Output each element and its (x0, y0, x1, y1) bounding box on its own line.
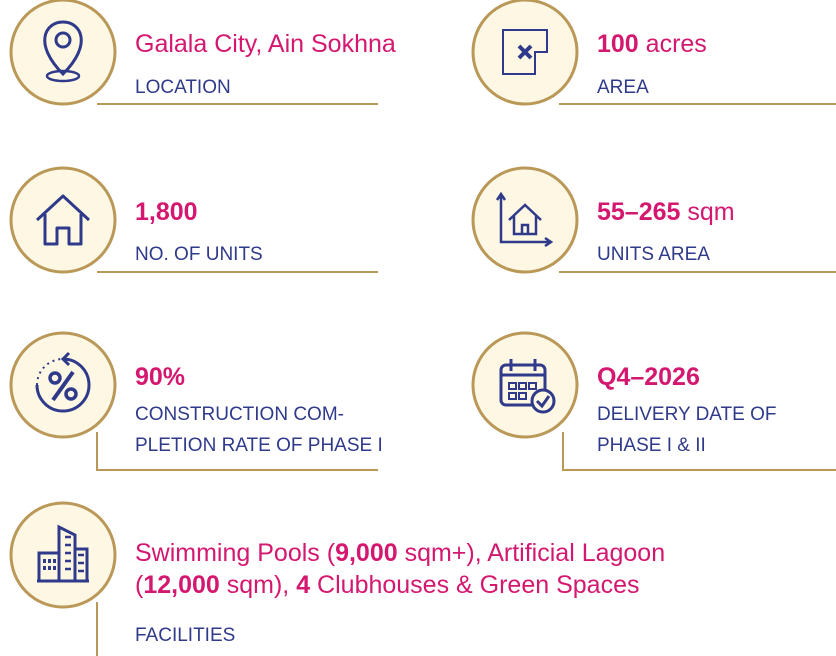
icon-window (53, 566, 56, 570)
item-value: Galala City, Ain Sokhna (135, 32, 396, 57)
item-value: Q4–2026 (597, 365, 700, 390)
icon-pct-slash (51, 370, 75, 402)
value-part: sqm (680, 198, 735, 226)
value-part: sqm+), Artificial Lagoon (397, 539, 666, 567)
icon-window (48, 566, 51, 570)
value-part: 4 (296, 571, 311, 599)
icon-area (502, 29, 548, 75)
item-value: 55–265 sqm (597, 200, 735, 225)
icon-circle (9, 166, 117, 274)
item-label: LOCATION (135, 77, 231, 98)
icon-house (35, 194, 91, 246)
icon-check-circle (530, 388, 556, 414)
value-part: 12,000 (143, 571, 220, 599)
icon (35, 194, 91, 246)
icon-window (43, 566, 46, 570)
icon-house-axes (495, 191, 554, 248)
item-label: DELIVERY DATE OF (597, 404, 777, 425)
item-label: CONSTRUCTION COM- (135, 404, 344, 425)
item-value-line: (12,000 sqm), 4 Clubhouses & Green Space… (135, 573, 639, 598)
icon-calendar-day (518, 392, 527, 400)
item-value: 100 acres (597, 32, 707, 57)
icon-window (48, 559, 51, 563)
underline (96, 432, 378, 471)
icon-cycle-arrow (60, 351, 71, 367)
icon-pct-b (64, 387, 78, 401)
item-label: PHASE I & II (597, 435, 706, 456)
icon-calendar-day (508, 382, 517, 390)
item-label: PLETION RATE OF PHASE I (135, 435, 383, 456)
icon-calendar-day (528, 382, 537, 390)
value-part: Q4–2026 (597, 363, 700, 391)
icon (35, 351, 91, 413)
value-part: 9,000 (335, 539, 398, 567)
icon (37, 524, 89, 583)
icon-circle (9, 0, 117, 106)
item-value-line: Swimming Pools (9,000 sqm+), Artificial … (135, 541, 665, 566)
item-value: 90% (135, 365, 185, 390)
underline (562, 432, 836, 471)
value-part: 90% (135, 363, 186, 391)
icon (502, 29, 548, 75)
icon-pin-dot (54, 31, 72, 49)
icon-circle (9, 501, 117, 609)
value-part: ( (135, 571, 144, 599)
icon-calendar-day (508, 392, 517, 400)
icon (495, 191, 554, 248)
value-part: 55–265 (597, 198, 681, 226)
icon-calendar-day (518, 382, 527, 390)
value-part: 1,800 (135, 198, 198, 226)
icon-cycle-dots (36, 358, 64, 386)
icon (499, 359, 556, 414)
item-label: FACILITIES (135, 625, 236, 646)
item-value: 1,800 (135, 200, 198, 225)
icon-area-x (517, 44, 533, 60)
icon-pin (43, 20, 83, 77)
value-part: sqm), (219, 571, 297, 599)
icon-calendar (499, 363, 547, 407)
value-part: Clubhouses & Green Spaces (310, 571, 640, 599)
icon-pct-a (48, 371, 62, 385)
value-part: Galala City, Ain Sokhna (135, 30, 396, 58)
icon-buildings (37, 524, 89, 583)
value-part: 100 (597, 30, 639, 58)
item-label: UNITS AREA (597, 244, 710, 265)
icon-check (535, 395, 551, 409)
icon-circle (471, 166, 579, 274)
value-part: acres (638, 30, 707, 58)
item-label: NO. OF UNITS (135, 244, 263, 265)
icon-house-small (508, 203, 542, 236)
icon-window (53, 559, 56, 563)
icon-pin-base (45, 69, 81, 83)
value-part: Swimming Pools ( (135, 539, 336, 567)
icon-cycle (35, 357, 91, 413)
icon (43, 20, 83, 83)
icon-window (43, 559, 46, 563)
item-label: AREA (597, 77, 649, 98)
icon-calendar-rings (501, 359, 545, 377)
